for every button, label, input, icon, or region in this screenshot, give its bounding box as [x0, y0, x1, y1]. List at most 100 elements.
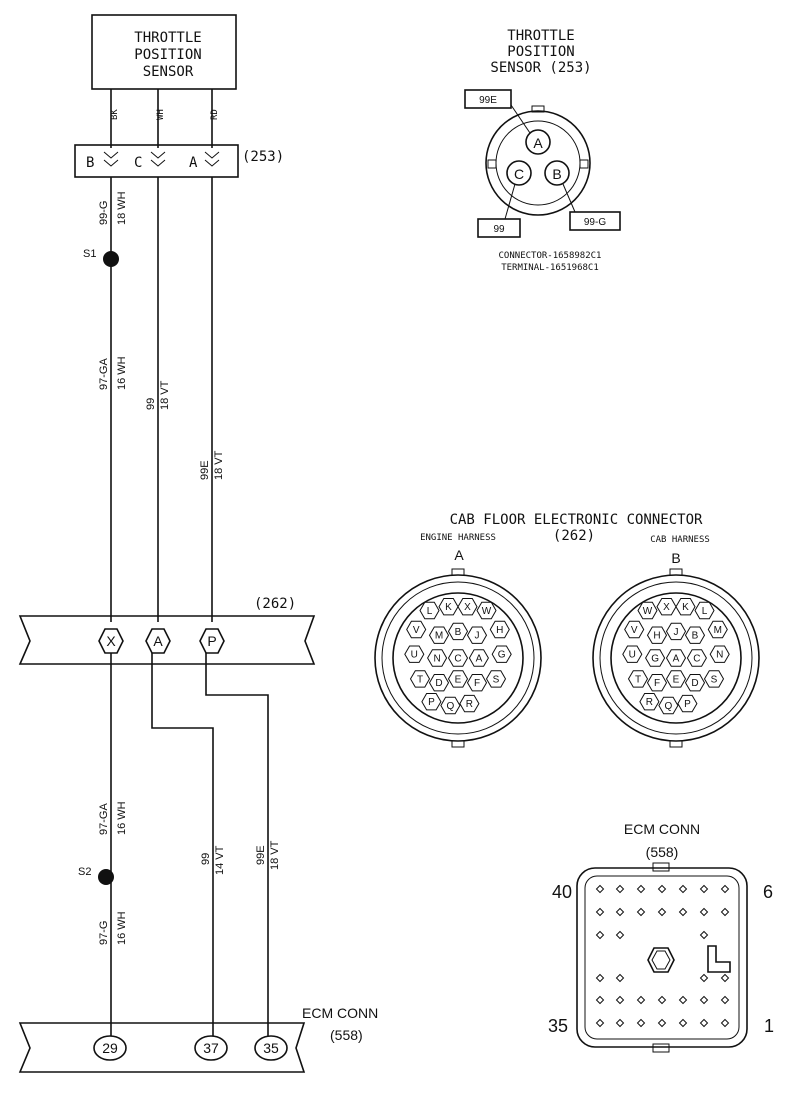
ecm-face-title: ECM CONN	[624, 821, 700, 837]
tps-tag-99g: 99-G	[584, 217, 606, 228]
conn262-pin-p: P	[207, 633, 216, 649]
ecm-pin-dot	[595, 973, 605, 983]
wire-color-bk: BK	[110, 109, 120, 120]
cab-b-pin-d: D	[691, 678, 698, 689]
cab-a-pin-f-shape	[466, 674, 488, 692]
ecm-pin-grid	[595, 884, 730, 1028]
cab-b-pin-k-shape	[675, 598, 696, 616]
cab-a-pin-v: V	[413, 625, 420, 636]
cab-b-pin-t-shape	[627, 670, 649, 688]
cab-a-pin-p-shape	[421, 693, 442, 711]
cab-b-pin-b: B	[692, 631, 699, 642]
cab-b-pin-h-shape	[646, 626, 668, 644]
tps-connector-view: THROTTLE POSITION SENSOR (253) A C B 99E…	[464, 28, 621, 273]
cab-floor-connector: CAB FLOOR ELECTRONIC CONNECTOR ENGINE HA…	[374, 512, 760, 748]
ecm-pin-dot	[699, 907, 709, 917]
cab-a-pin-h: H	[496, 625, 503, 636]
cab-a-pin-v-shape	[406, 620, 427, 639]
ecm-pin-40: 40	[552, 882, 572, 902]
cab-a-pin-u-shape	[404, 645, 425, 663]
ecm-connector-face: ECM CONN (558) 40 6 35 1	[548, 821, 774, 1053]
cab-a-pin-c-shape	[447, 649, 469, 667]
tps-tag-99: 99	[493, 224, 505, 235]
cab-a-pin-j: J	[475, 631, 480, 642]
engine-harness-label: ENGINE HARNESS	[420, 533, 496, 543]
cab-a-pin-q: Q	[447, 701, 455, 712]
cab-connector-b: W X K L V H J B M U G A C N T F E D S R Q P	[592, 568, 760, 748]
ecm-pin-dot	[595, 1018, 605, 1028]
wire2-code: 97-GA	[98, 358, 110, 390]
cab-a-pin-d: D	[435, 678, 442, 689]
cab-a-pin-s-shape	[485, 670, 507, 688]
cab-b-pin-k: K	[682, 602, 689, 613]
cab-b-pin-g: G	[651, 654, 659, 665]
ecm-pin-dot	[720, 1018, 730, 1028]
conn262-pin-x: X	[106, 633, 116, 649]
wire-color-wh: WH	[156, 109, 166, 120]
cab-b-pin-x: X	[663, 602, 670, 613]
ecm-pin-37-shape	[194, 1035, 228, 1061]
wire3-gauge: 18 VT	[159, 380, 171, 410]
ecm-pin-dot	[720, 907, 730, 917]
cab-a-pin-p: P	[428, 697, 435, 708]
ecm-pin-35-label: 35	[548, 1016, 568, 1036]
tps-view-pin-c: C	[514, 166, 524, 182]
ecm-connector-band: ECM CONN (558) 29 37 35	[18, 1005, 378, 1073]
cab-b-pin-n-shape	[709, 645, 730, 663]
cab-b-pin-r-shape	[639, 693, 660, 711]
conn262-ref: (262)	[254, 596, 296, 612]
cab-a-pin-x: X	[464, 602, 471, 613]
ecm-pin-dot	[595, 907, 605, 917]
tps-tag-99e: 99E	[479, 95, 497, 106]
cab-a-pin-l: L	[427, 606, 433, 617]
cab-a-pin-s: S	[493, 674, 500, 685]
conn262-pin-x-shape	[98, 628, 124, 654]
ecm-pin-dot	[678, 884, 688, 894]
side-b-label: B	[671, 550, 680, 566]
cab-b-pin-a: A	[673, 654, 680, 665]
cab-b-pin-c: C	[693, 654, 700, 665]
ecm-pin-dot	[657, 907, 667, 917]
cab-a-pin-d-shape	[428, 674, 450, 692]
cab-a-pin-r-shape	[459, 694, 480, 713]
tps-terminal-number: TERMINAL-1651968C1	[501, 263, 599, 273]
ecm-pin-dot	[657, 1018, 667, 1028]
tps-view-title1: THROTTLE	[507, 28, 574, 44]
ecm-pin-dot	[699, 930, 709, 940]
ecm-pin-35: 35	[263, 1040, 279, 1056]
ecm-key	[707, 945, 731, 973]
cab-a-pin-f: F	[474, 678, 480, 689]
ecm-pin-dot	[699, 1018, 709, 1028]
cab-b-pin-u-shape	[622, 645, 643, 663]
ecm-pin-dot	[636, 995, 646, 1005]
splice-s2	[98, 869, 114, 885]
cab-b-pin-m: M	[714, 625, 722, 636]
ecm-pin-dot	[615, 995, 625, 1005]
ecm-pin-dot	[615, 973, 625, 983]
wire5-code: 97-GA	[98, 803, 110, 835]
cab-a-pin-g-shape	[491, 645, 512, 663]
ecm-pin-dot	[720, 995, 730, 1005]
ecm-face-ref: (558)	[646, 844, 679, 860]
wire4-code: 99E	[199, 460, 211, 480]
ecm-pin-29: 29	[102, 1040, 118, 1056]
cab-a-pin-g: G	[498, 650, 506, 661]
ecm-pin-dot	[595, 995, 605, 1005]
cab-b-pin-c-shape	[686, 649, 707, 667]
ecm-pin-35-shape	[254, 1035, 288, 1061]
cab-b-pin-a-shape	[665, 649, 687, 667]
cab-a-pin-r: R	[466, 699, 473, 710]
cab-b-pin-p-shape	[677, 694, 698, 713]
cab-a-pin-t: T	[417, 674, 423, 685]
cab-b-pin-f: F	[654, 678, 660, 689]
tps-view-title2: POSITION	[507, 44, 574, 60]
cab-a-pin-k: K	[445, 602, 452, 613]
wire8-code: 99E	[255, 845, 267, 865]
cab-a-pin-m-shape	[428, 626, 450, 644]
wire1-code: 99-G	[98, 201, 110, 225]
cab-b-pin-v: V	[631, 625, 638, 636]
side-a-label: A	[454, 547, 464, 563]
cab-a-pin-a: A	[476, 654, 483, 665]
cab-a-pin-w-shape	[476, 601, 497, 620]
tps-view-pin-b: B	[552, 166, 561, 182]
